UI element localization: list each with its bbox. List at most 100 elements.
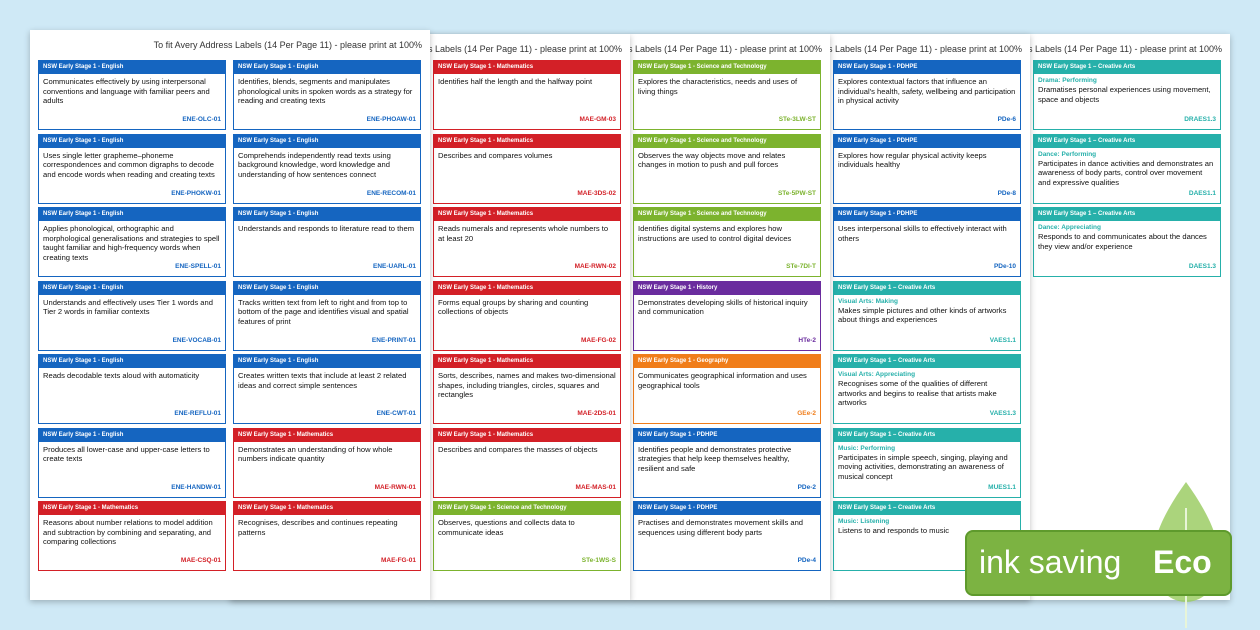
card-text: Identifies digital systems and explores … [638,224,792,243]
card-subject: NSW Early Stage 1 - English [234,208,420,221]
card-text: Recognises some of the qualities of diff… [838,379,997,407]
card-strand: Music: Listening [838,518,890,525]
label-card: NSW Early Stage 1 - Science and Technolo… [633,60,821,130]
card-text: Communicates geographical information an… [638,371,807,390]
card-subject: NSW Early Stage 1 - English [234,355,420,368]
card-code: STe-3LW-ST [778,116,816,123]
sheet-header: To fit Avery Address Labels (14 Per Page… [953,44,1222,54]
label-card: NSW Early Stage 1 - English Reads decodab… [38,354,226,424]
card-text: Participates in simple speech, singing, … [838,452,1008,481]
card-subject: NSW Early Stage 1 – Creative Arts [1034,208,1220,221]
label-card: NSW Early Stage 1 - English Uses single l… [38,133,226,204]
card-subject: NSW Early Stage 1 – Creative Arts [834,428,1020,442]
card-text: Creates written texts that include at le… [238,371,407,390]
card-subject: NSW Early Stage 1 - Mathematics [39,502,225,515]
label-card: NSW Early Stage 1 - English Understands a… [38,280,226,351]
card-subject: NSW Early Stage 1 - English [39,281,225,295]
card-subject: NSW Early Stage 1 - Science and Technolo… [434,502,620,515]
label-card: NSW Early Stage 1 - Mathematics Describes… [433,133,621,204]
card-subject: NSW Early Stage 1 - Mathematics [434,281,620,295]
label-card: NSW Early Stage 1 - Mathematics Recognise… [233,501,421,571]
card-text: Uses single letter grapheme–phoneme corr… [43,150,215,179]
card-subject: NSW Early Stage 1 – Creative Arts [834,502,1020,515]
card-subject: NSW Early Stage 1 - Mathematics [234,428,420,442]
card-text: Sorts, describes, names and makes two-di… [438,371,616,399]
label-card: NSW Early Stage 1 – Creative Arts Music: … [833,427,1021,498]
card-code: MAE-2DS-01 [577,410,616,417]
card-text: Understands and responds to literature r… [238,224,415,233]
label-card: NSW Early Stage 1 - Mathematics Identifie… [433,60,621,130]
card-strand: Dance: Appreciating [1038,224,1101,231]
card-subject: NSW Early Stage 1 - Science and Technolo… [634,208,820,221]
card-subject: NSW Early Stage 1 - PDHPE [634,428,820,442]
card-code: ENE-PHOAW-01 [366,116,416,123]
card-subject: NSW Early Stage 1 - English [234,134,420,148]
card-subject: NSW Early Stage 1 - English [39,61,225,74]
card-subject: NSW Early Stage 1 - English [39,355,225,368]
label-card: NSW Early Stage 1 - PDHPE Explores how re… [833,133,1021,204]
card-subject: NSW Early Stage 1 - Science and Technolo… [634,134,820,148]
label-card: NSW Early Stage 1 - Geography Communicate… [633,354,821,424]
card-code: ENE-PRINT-01 [371,336,416,344]
card-code: MAE-RWN-02 [574,263,616,270]
sheet-header: To fit Avery Address Labels (14 Per Page… [353,44,622,54]
card-code: MAE-FG-01 [380,557,416,564]
card-code: ENE-OLC-01 [182,116,221,123]
eco-badge: ink saving Eco [965,530,1232,596]
card-text: Recognises, describes and continues repe… [238,518,398,537]
label-card: NSW Early Stage 1 - PDHPE Practises and d… [633,501,821,571]
card-text: Demonstrates an understanding of how who… [238,444,393,464]
card-subject: NSW Early Stage 1 - English [234,61,420,74]
card-text: Explores the characteristics, needs and … [638,77,798,96]
card-code: MUES1.1 [988,483,1016,491]
card-code: DRAES1.3 [1184,116,1216,123]
label-card: NSW Early Stage 1 - Mathematics Forms equ… [433,280,621,351]
label-card: NSW Early Stage 1 - English Produces all … [38,427,226,498]
label-card: NSW Early Stage 1 - English Comprehends i… [233,133,421,204]
card-subject: NSW Early Stage 1 - Science and Technolo… [634,61,820,74]
card-code: MAE-RWN-01 [374,483,416,491]
card-text: Reads numerals and represents whole numb… [438,224,609,243]
card-subject: NSW Early Stage 1 - Geography [634,355,820,368]
card-code: HTe-2 [798,336,816,344]
label-card: NSW Early Stage 1 - PDHPE Uses interperso… [833,207,1021,277]
card-subject: NSW Early Stage 1 - Mathematics [434,61,620,74]
card-text: Uses interpersonal skills to effectively… [838,224,1007,243]
card-code: PDe-2 [797,483,816,491]
card-text: Observes, questions and collects data to… [438,518,575,537]
card-code: ENE-REFLU-01 [174,410,221,417]
card-code: GEe-2 [797,410,816,417]
card-text: Applies phonological, orthographic and m… [43,224,220,262]
card-text: Forms equal groups by sharing and counti… [438,297,589,317]
label-card: NSW Early Stage 1 - Mathematics Sorts, de… [433,354,621,424]
label-card: NSW Early Stage 1 - Science and Technolo… [433,501,621,571]
card-code: PDe-10 [993,263,1016,270]
card-subject: NSW Early Stage 1 – Creative Arts [834,355,1020,368]
badge-text: ink saving [979,544,1122,580]
card-text: Practises and demonstrates movement skil… [638,518,804,537]
sheet-header: To fit Avery Address Labels (14 Per Page… [153,40,422,50]
label-card: NSW Early Stage 1 - PDHPE Identifies peop… [633,427,821,498]
card-code: ENE-CWT-01 [376,410,416,417]
sheet-header: To fit Avery Address Labels (14 Per Page… [553,44,822,54]
badge-label: Eco [1153,544,1212,580]
card-strand: Music: Performing [838,444,896,452]
label-card: NSW Early Stage 1 - PDHPE Explores contex… [833,60,1021,130]
card-text: Produces all lower-case and upper-case l… [43,444,210,464]
label-card: NSW Early Stage 1 - English Creates writt… [233,354,421,424]
card-strand: Drama: Performing [1038,77,1097,84]
card-subject: NSW Early Stage 1 - PDHPE [834,208,1020,221]
label-card: NSW Early Stage 1 - English Communicates … [38,60,226,130]
label-card: NSW Early Stage 1 – Creative Arts Dance: … [1033,133,1221,204]
card-text: Describes and compares volumes [438,150,553,160]
card-code: STe-7DI-T [786,263,816,270]
label-card: NSW Early Stage 1 - Mathematics Demonstra… [233,427,421,498]
label-card: NSW Early Stage 1 – Creative Arts Drama: … [1033,60,1221,130]
card-text: Explores contextual factors that influen… [838,77,1016,105]
card-text: Demonstrates developing skills of histor… [638,297,808,317]
card-code: MAE-FG-02 [580,336,616,344]
card-subject: NSW Early Stage 1 – Creative Arts [834,281,1020,295]
card-text: Responds to and communicates about the d… [1038,232,1207,251]
label-card: NSW Early Stage 1 - English Understands a… [233,207,421,277]
card-text: Reasons about number relations to model … [43,518,213,546]
